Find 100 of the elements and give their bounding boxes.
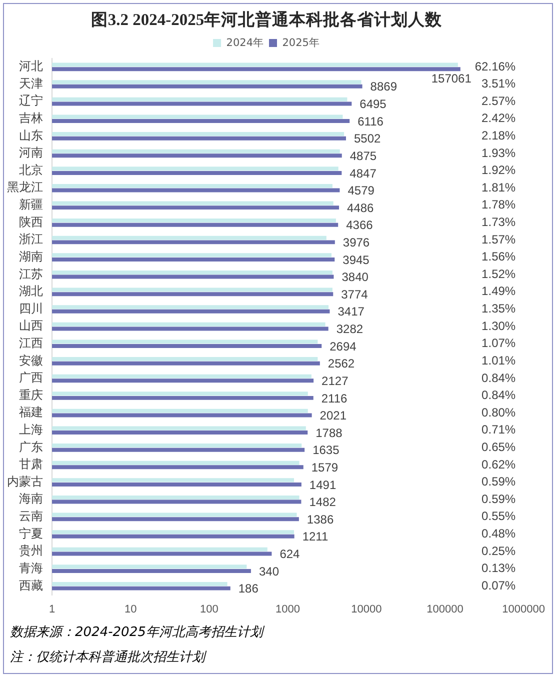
y-tick-label: 安徽 xyxy=(19,353,43,368)
y-tick-label: 河南 xyxy=(19,146,43,160)
annotation: 0.55% xyxy=(482,509,516,524)
data-label: 6116 xyxy=(358,114,384,128)
data-label: 5502 xyxy=(354,132,382,146)
source-note: 数据来源：2024-2025年河北高考招生计划 xyxy=(10,624,263,642)
annotation: 0.13% xyxy=(482,561,516,576)
data-label: 4847 xyxy=(350,166,377,180)
data-label: 3417 xyxy=(338,304,365,319)
data-label: 3774 xyxy=(341,287,368,302)
y-tick-label: 宁夏 xyxy=(19,526,43,540)
legend-label: 2024年 xyxy=(226,36,264,49)
data-label: 3282 xyxy=(336,322,364,336)
y-tick-label: 四川 xyxy=(19,301,43,316)
annotation: 0.84% xyxy=(482,370,516,385)
data-label: 4875 xyxy=(350,148,377,163)
y-tick-label: 辽宁 xyxy=(19,94,43,108)
x-tick-label: 1000 xyxy=(276,603,300,616)
y-tick-label: 内蒙古 xyxy=(7,474,43,488)
annotation: 0.59% xyxy=(482,474,516,489)
y-tick-label: 江苏 xyxy=(19,266,43,281)
x-tick-label: 10 xyxy=(124,603,137,616)
y-tick-label: 新疆 xyxy=(19,198,43,212)
data-label: 3976 xyxy=(342,235,370,250)
annotation: 0.71% xyxy=(482,422,516,437)
data-label: 1635 xyxy=(312,443,340,458)
annotation: 1.92% xyxy=(482,163,516,178)
annotation: 0.59% xyxy=(482,492,516,506)
data-label: 4366 xyxy=(346,218,374,232)
y-tick-label: 福建 xyxy=(19,405,43,420)
annotation: 1.93% xyxy=(482,146,516,160)
data-label: 3840 xyxy=(342,270,369,284)
y-tick-label: 青海 xyxy=(19,560,43,575)
data-label: 340 xyxy=(258,564,280,578)
legend-label: 2025年 xyxy=(282,36,320,49)
y-tick-label: 重庆 xyxy=(19,388,43,402)
annotation: 1.57% xyxy=(482,232,516,246)
data-label: 186 xyxy=(238,582,259,596)
chart-title: 图3.2 2024-2025年河北普通本科批各省计划人数 xyxy=(90,9,444,30)
y-tick-label: 北京 xyxy=(19,162,43,177)
annotation: 1.07% xyxy=(482,336,516,350)
annotation: 3.51% xyxy=(482,76,516,91)
annotation: 1.78% xyxy=(482,198,516,212)
y-tick-label: 西藏 xyxy=(19,578,43,592)
y-tick-label: 湖北 xyxy=(19,284,43,298)
y-tick-label: 浙江 xyxy=(19,232,43,246)
y-tick-label: 天津 xyxy=(19,76,43,90)
y-tick-label: 海南 xyxy=(19,492,43,506)
data-label: 1491 xyxy=(309,478,336,492)
data-label: 1579 xyxy=(311,460,338,474)
y-tick-label: 河北 xyxy=(19,59,43,74)
x-tick-label: 1 xyxy=(48,603,56,616)
data-label: 3945 xyxy=(342,252,370,267)
data-label: 2116 xyxy=(321,391,348,406)
annotation: 0.07% xyxy=(482,578,516,592)
y-tick-label: 甘肃 xyxy=(19,457,43,472)
annotation: 62.16% xyxy=(474,59,516,74)
annotation: 0.48% xyxy=(482,526,516,541)
data-label: 2021 xyxy=(320,408,347,423)
annotation: 0.25% xyxy=(482,544,516,558)
data-label: 624 xyxy=(280,547,300,562)
annotation: 2.18% xyxy=(482,128,516,142)
data-label: 4486 xyxy=(347,200,374,215)
annotation: 2.42% xyxy=(482,111,516,126)
data-label: 8869 xyxy=(370,80,398,94)
y-tick-label: 广西 xyxy=(19,370,43,385)
y-tick-label: 广东 xyxy=(19,440,43,454)
data-label: 1482 xyxy=(309,495,336,510)
data-label: 2694 xyxy=(330,339,357,354)
y-tick-label: 山东 xyxy=(19,128,43,142)
text: 注：仅统计本科普通批次招生计划 xyxy=(10,648,208,667)
y-tick-label: 山西 xyxy=(19,318,43,333)
x-tick-label: 100 xyxy=(200,603,218,616)
y-tick-label: 贵州 xyxy=(19,544,43,558)
x-tick-label: 10000 xyxy=(351,603,382,616)
y-tick-label: 吉林 xyxy=(19,111,43,125)
x-tick-label: 1000000 xyxy=(502,603,545,616)
y-tick-label: 上海 xyxy=(19,422,43,437)
annotation: 0.80% xyxy=(482,405,516,420)
y-tick-label: 湖南 xyxy=(19,249,43,264)
data-label: 4579 xyxy=(348,184,375,198)
annotation: 2.57% xyxy=(482,94,516,108)
annotation: 1.35% xyxy=(482,302,516,316)
data-label: 1211 xyxy=(302,530,328,544)
annotation: 1.52% xyxy=(482,266,516,281)
data-label: 1386 xyxy=(306,512,334,526)
annotation: 1.56% xyxy=(482,250,516,264)
y-tick-label: 云南 xyxy=(19,509,43,524)
data-label: 6495 xyxy=(360,97,387,112)
data-label: 157061 xyxy=(431,71,472,86)
y-tick-label: 江西 xyxy=(19,336,43,350)
annotation: 0.84% xyxy=(482,388,516,402)
x-tick-label: 100000 xyxy=(426,603,464,616)
annotation: 0.65% xyxy=(482,440,516,454)
annotation: 1.01% xyxy=(482,353,516,368)
data-label: 1788 xyxy=(316,426,343,440)
y-tick-label: 陕西 xyxy=(19,214,43,229)
data-label: 2127 xyxy=(322,374,349,388)
annotation: 1.81% xyxy=(482,180,516,194)
annotation: 1.73% xyxy=(482,215,516,230)
